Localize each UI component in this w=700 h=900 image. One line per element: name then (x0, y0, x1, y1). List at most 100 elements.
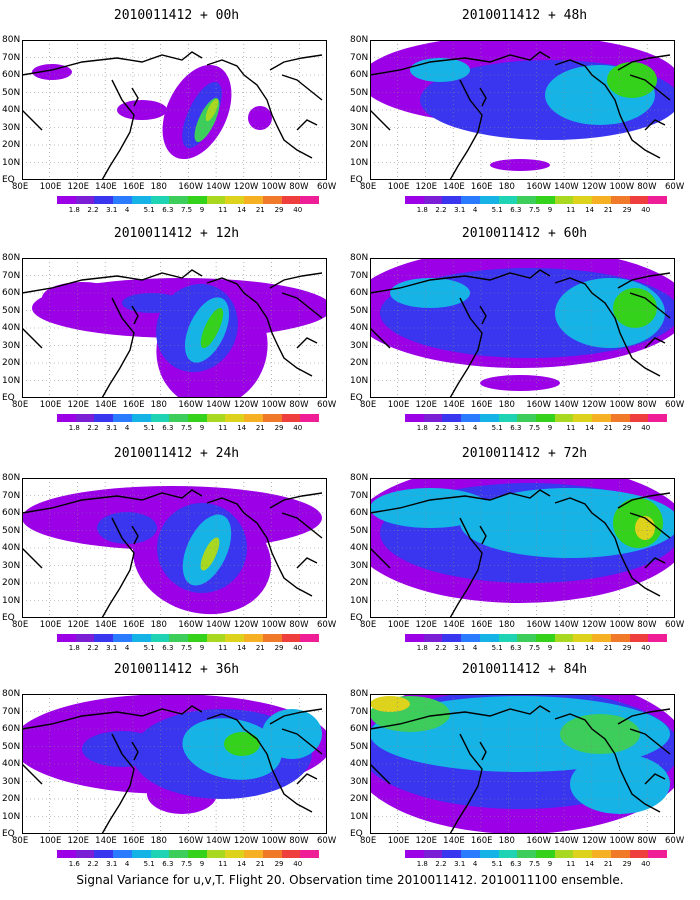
colorbar-swatch (300, 850, 320, 858)
longitude-label: 80E (12, 620, 29, 630)
colorbar-label: 9 (547, 644, 553, 652)
colorbar-label: 21 (603, 424, 613, 432)
colorbar-label: 5.1 (491, 206, 503, 214)
longitude-label: 60W (317, 182, 337, 192)
coastline (131, 87, 139, 107)
longitude-label: 80W (289, 182, 309, 192)
colorbar-swatch (405, 196, 424, 204)
longitude-label: 100W (609, 400, 635, 410)
colorbar-swatch (300, 196, 320, 204)
coastline (370, 489, 551, 514)
colorbar-swatch (461, 196, 480, 204)
panel-title: 2010011412 + 24h (113, 446, 240, 461)
colorbar-swatch (169, 414, 189, 422)
longitude-label: 140E (443, 836, 465, 846)
coastline (370, 109, 391, 131)
longitude-label: 140W (554, 620, 579, 630)
longitude-label: 140W (206, 836, 231, 846)
longitude-label: 140E (443, 182, 465, 192)
colorbar-label: 21 (255, 424, 265, 432)
colorbar-label: 1.8 (416, 424, 428, 432)
latitude-label: 30N (350, 776, 369, 787)
latitude-label: 70N (350, 270, 369, 281)
coastline (479, 741, 487, 761)
longitude-label: 160W (526, 836, 551, 846)
longitude-label: 160E (470, 182, 493, 192)
colorbar-label: 21 (255, 644, 265, 652)
longitude-label: 160E (470, 620, 493, 630)
longitude-label: 100E (39, 836, 62, 846)
colorbar-label: 29 (274, 644, 284, 652)
coastline (629, 292, 671, 319)
latitude-label: 70N (350, 490, 369, 501)
colorbar-label: 2.2 (435, 206, 447, 214)
colorbar-swatch (479, 634, 499, 642)
colorbar-swatch (629, 196, 649, 204)
colorbar-swatch (573, 414, 593, 422)
colorbar-label: 14 (237, 644, 247, 652)
longitude-label: 140W (206, 400, 231, 410)
contour-map (370, 258, 675, 398)
colorbar-swatch (648, 634, 668, 642)
coastline (644, 773, 666, 785)
longitude-label: 120W (581, 182, 607, 192)
colorbar-label: 5.1 (491, 860, 503, 868)
variance-contour (635, 516, 655, 540)
colorbar-swatch (498, 414, 518, 422)
colorbar-label: 40 (293, 206, 303, 214)
colorbar-label: 7.5 (529, 860, 541, 868)
colorbar-swatch (131, 196, 151, 204)
colorbar-label: 6.3 (510, 644, 522, 652)
coastline (617, 708, 671, 725)
variance-contour (370, 488, 490, 528)
contour-map (22, 478, 327, 618)
colorbar-swatch (94, 634, 114, 642)
colorbar-label: 40 (641, 206, 651, 214)
colorbar-label: 3.1 (106, 644, 118, 652)
coastline (644, 557, 666, 569)
colorbar-swatch (57, 196, 76, 204)
colorbar-swatch (479, 850, 499, 858)
colorbar-swatch (423, 414, 443, 422)
colorbar-label: 14 (585, 644, 595, 652)
colorbar-label: 1.8 (68, 424, 80, 432)
longitude-label: 100W (609, 182, 635, 192)
colorbar-swatch (517, 196, 537, 204)
colorbar-swatch (442, 414, 462, 422)
latitude-label: 80N (2, 473, 21, 483)
coastline (296, 119, 318, 131)
longitude-label: 80E (360, 400, 377, 410)
coastline (22, 327, 43, 349)
longitude-label: 180 (150, 620, 167, 630)
colorbar-label: 14 (585, 424, 595, 432)
coastline (131, 305, 139, 325)
longitude-label: 100E (387, 182, 410, 192)
colorbar-label: 11 (566, 644, 576, 652)
colorbar-swatch (517, 414, 537, 422)
colorbar (405, 850, 668, 858)
contour-map (370, 478, 675, 618)
colorbar-swatch (281, 414, 301, 422)
coastline (554, 497, 661, 597)
longitude-label: 80E (12, 182, 29, 192)
colorbar-label: 11 (218, 644, 228, 652)
colorbar-label: 40 (641, 424, 651, 432)
coastline (629, 74, 671, 101)
longitude-label: 60W (317, 620, 337, 630)
colorbar-label: 11 (218, 206, 228, 214)
coastline (449, 733, 483, 834)
longitude-label: 180 (498, 836, 515, 846)
longitude-label: 120W (233, 836, 259, 846)
coastline (22, 51, 203, 76)
coastline (101, 297, 135, 398)
colorbar (57, 414, 320, 422)
longitude-label: 80W (637, 836, 657, 846)
variance-contour (490, 159, 550, 171)
colorbar-label: 3.1 (106, 860, 118, 868)
latitude-label: 10N (2, 157, 21, 168)
colorbar-swatch (629, 414, 649, 422)
longitude-label: 100E (39, 182, 62, 192)
longitude-label: 120E (67, 400, 90, 410)
colorbar-swatch (554, 196, 574, 204)
longitude-label: 140E (443, 620, 465, 630)
